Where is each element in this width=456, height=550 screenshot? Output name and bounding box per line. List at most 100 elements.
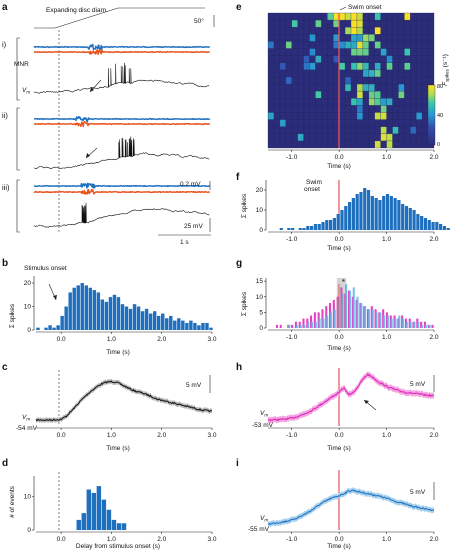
- e-heat-cell: [333, 34, 340, 42]
- e-heat-cell: [268, 112, 274, 120]
- e-heat-cell: [345, 13, 351, 21]
- e-colorbar: [427, 84, 436, 146]
- e-heat-cell: [404, 62, 411, 70]
- g-bar: [367, 309, 370, 328]
- g-bar: [398, 315, 401, 328]
- b-bar: [152, 311, 157, 330]
- f-bar: [378, 200, 382, 230]
- i-x-tick-label: -1.0: [286, 536, 298, 543]
- i-xlabel: Time (s): [327, 543, 351, 550]
- f-bar: [363, 188, 367, 230]
- e-heat-cell: [356, 105, 363, 113]
- g-bar: [322, 318, 325, 328]
- panel-h-label: h: [236, 362, 242, 373]
- b-bar: [72, 287, 76, 330]
- scale-vm-label: 25 mV: [184, 223, 203, 230]
- h-vm-label: Vm: [260, 410, 268, 418]
- b-bar: [84, 285, 88, 330]
- g-bar: [310, 321, 314, 328]
- g-bar: [402, 318, 405, 328]
- trial-label-iii: iii): [2, 183, 10, 192]
- b-x-tick-label: 0.0: [57, 336, 66, 343]
- e-heat-cell: [345, 76, 351, 85]
- g-bar: [386, 315, 389, 328]
- e-heat-cell: [362, 48, 369, 56]
- e-heat-cell: [362, 34, 369, 42]
- panel-c: c 0.0 1.0 2.0 3.0 Vm -54 mV 5 mV Time (s): [2, 362, 217, 452]
- e-heat-cell: [380, 105, 387, 113]
- stimulus-label: Expanding disc diam.: [46, 7, 108, 14]
- panel-b: b Stimulus onset Σ spikes 0.0 1.0 2.0 3.0 0 1…: [2, 258, 217, 356]
- e-heat-cell: [351, 34, 357, 42]
- onset-arrow-head: [53, 295, 57, 300]
- f-swim-label-2: onset: [304, 186, 320, 193]
- g-bar: [348, 290, 352, 328]
- b-bar: [80, 283, 84, 330]
- f-bar: [329, 220, 333, 230]
- e-onset-pointer: [339, 6, 347, 11]
- e-heat-cell: [351, 20, 357, 28]
- e-colorbar-gradient: [427, 84, 436, 146]
- e-heat-cell: [356, 48, 363, 56]
- g-bar: [417, 321, 420, 328]
- e-heat-cell: [374, 112, 381, 120]
- mnr-label: MNR: [14, 61, 29, 68]
- e-heat-cell: [279, 119, 286, 127]
- b-bar: [44, 327, 48, 330]
- f-bar: [397, 200, 401, 230]
- mnr-trace-blue-iii: [33, 182, 211, 189]
- b-bar: [177, 318, 181, 330]
- d-y-tick-label: 0: [27, 527, 31, 534]
- g-y-tick-label: 5: [259, 309, 263, 316]
- e-heat-cell: [374, 69, 381, 77]
- d-bar: [86, 489, 92, 530]
- vm-trace-i: [33, 62, 210, 94]
- e-heat-cell: [356, 41, 363, 49]
- trial-label-i: i): [2, 40, 7, 49]
- g-highlight-window: [336, 278, 347, 328]
- e-colorbar-label: Fspikes (s⁻¹): [442, 54, 450, 86]
- g-bar: [364, 306, 367, 328]
- f-bar: [355, 194, 359, 230]
- b-bar: [124, 306, 129, 330]
- i-x-tick-label: 2.0: [429, 536, 438, 543]
- e-heat-cell: [315, 91, 322, 99]
- e-heatmap: [267, 12, 435, 149]
- panel-h: h -1.0 0.0 1.0 2.0 Vm -53 mV 5 mV Time (s): [236, 362, 439, 452]
- e-axes: -1.0 0.0 1.0 2.0: [268, 149, 439, 161]
- g-bar: [313, 312, 316, 328]
- f-bar: [344, 206, 348, 230]
- f-bar: [351, 198, 355, 230]
- e-heat-cell: [351, 13, 357, 21]
- e-heat-cell: [333, 13, 340, 21]
- angle-scale-label: 50°: [194, 17, 204, 25]
- b-bar: [52, 327, 56, 330]
- f-bars: [279, 188, 450, 230]
- e-heat-cell: [380, 98, 387, 106]
- panel-f-label: f: [236, 172, 240, 183]
- g-bar: [295, 324, 298, 328]
- b-bar: [201, 322, 205, 330]
- b-x-tick-label: 2.0: [157, 336, 166, 343]
- f-bar: [332, 218, 336, 230]
- e-heat-cell: [339, 41, 346, 49]
- c-rest-label: -54 mV: [16, 425, 38, 432]
- e-heat-cell: [345, 41, 351, 49]
- b-bar: [205, 322, 209, 330]
- panel-i: i -1.0 0.0 1.0 2.0 Vm -55 mV 5 mV Time (s): [236, 458, 439, 550]
- e-heat-cell: [315, 20, 322, 28]
- b-bar: [189, 320, 193, 330]
- d-x-tick-label: 3.0: [207, 536, 216, 543]
- panel-g-label: g: [236, 258, 242, 269]
- f-bar: [287, 228, 291, 230]
- g-bar: [383, 315, 386, 328]
- e-x-tick-label: 1.0: [382, 154, 391, 161]
- e-heat-cell: [368, 98, 375, 106]
- f-x-tick-label: 2.0: [429, 236, 438, 243]
- e-heat-cell: [356, 91, 363, 99]
- g-xlabel: Time (s): [327, 345, 351, 352]
- b-y-tick-label: 10: [24, 304, 32, 311]
- e-heat-cell: [285, 76, 292, 85]
- b-bar: [181, 320, 185, 330]
